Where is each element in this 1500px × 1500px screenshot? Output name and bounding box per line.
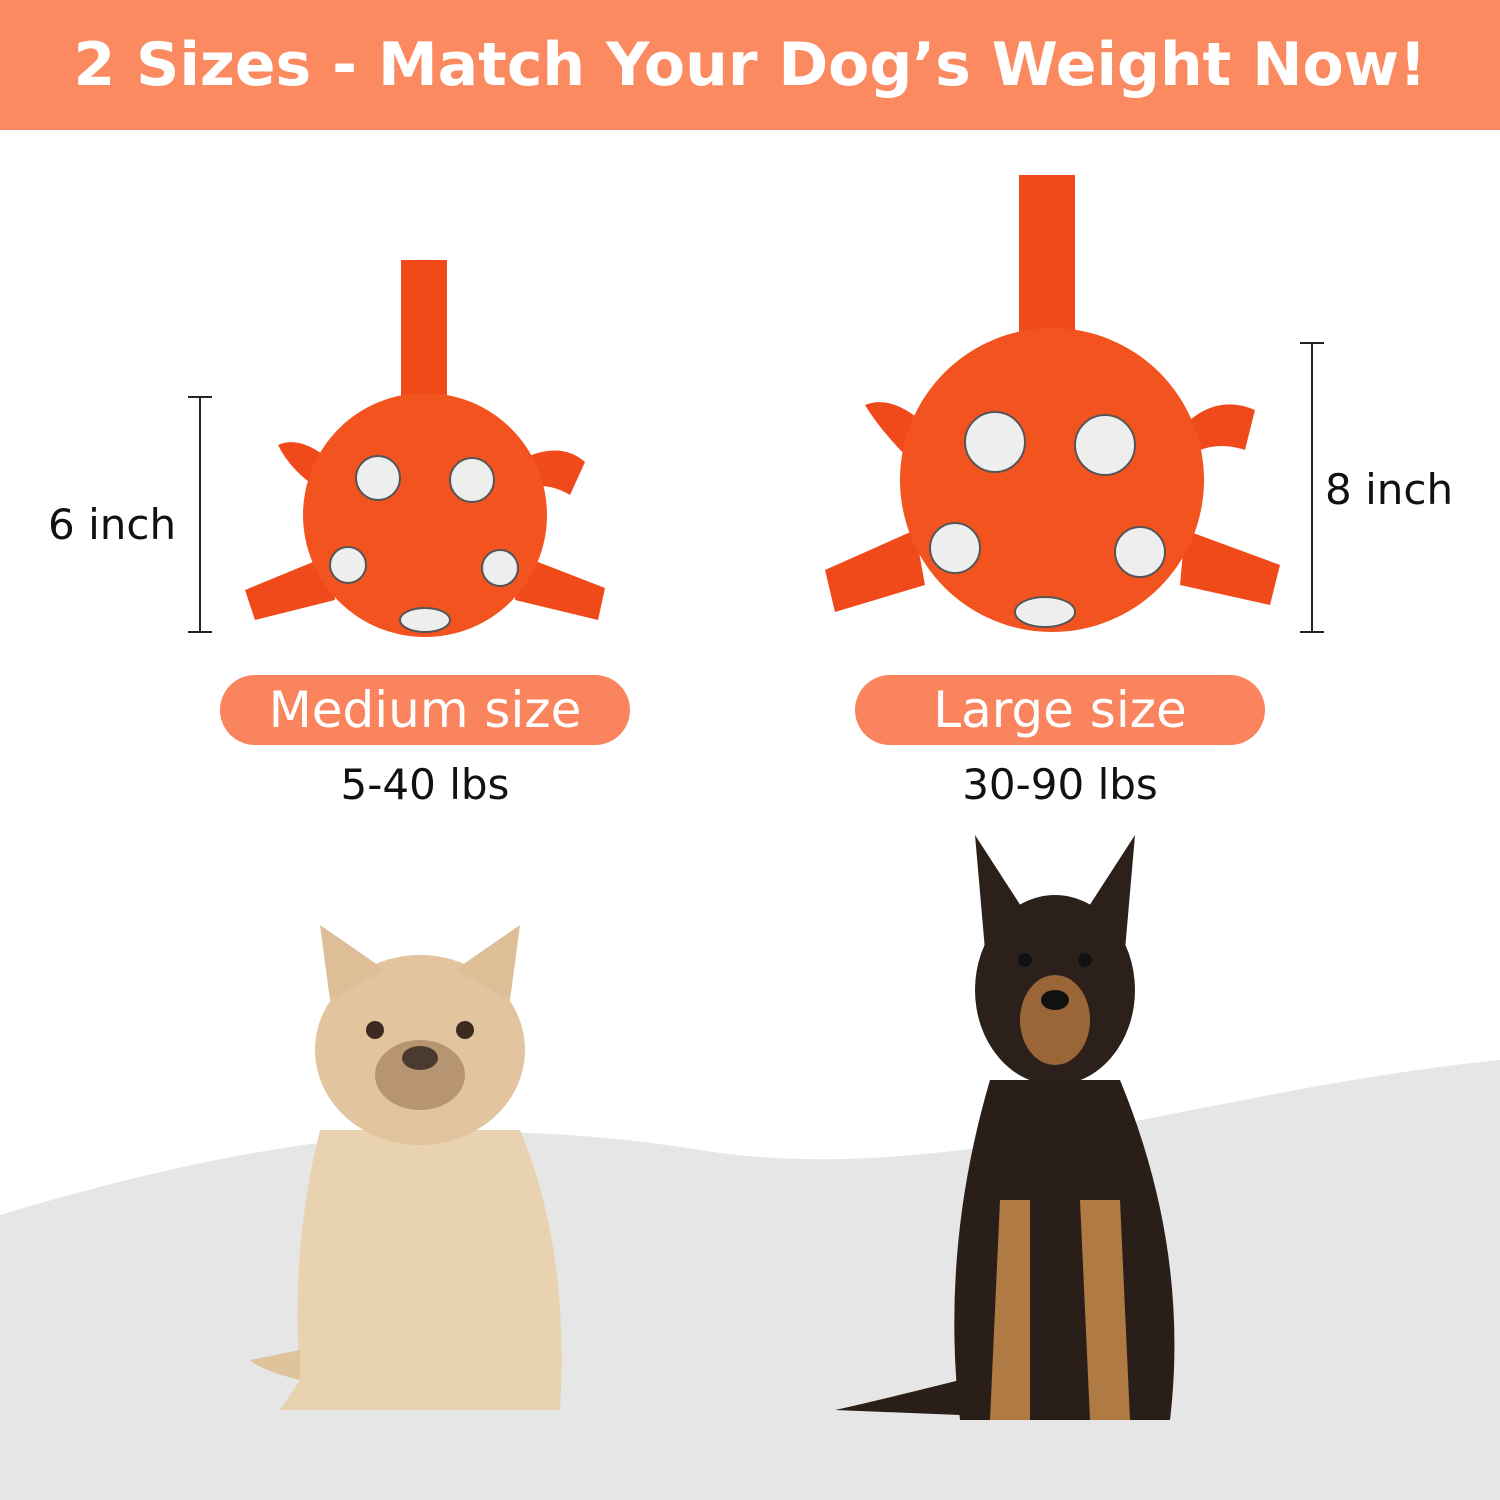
medium-dimension-line — [188, 396, 212, 633]
medium-dimension-label: 6 inch — [48, 500, 177, 549]
page-title: 2 Sizes - Match Your Dog’s Weight Now! — [73, 30, 1427, 100]
medium-weight-range: 5-40 lbs — [340, 760, 510, 809]
medium-size-badge: Medium size — [220, 675, 630, 745]
medium-ball-image — [245, 260, 605, 637]
header-banner: 2 Sizes - Match Your Dog’s Weight Now! — [0, 0, 1500, 130]
large-size-badge: Large size — [855, 675, 1265, 745]
large-weight-range: 30-90 lbs — [962, 760, 1158, 809]
large-dimension-label: 8 inch — [1325, 465, 1454, 514]
large-dimension-line — [1300, 342, 1324, 633]
german-shepherd-image — [835, 835, 1175, 1420]
floor-backdrop — [0, 1060, 1500, 1500]
large-ball-image — [825, 175, 1280, 632]
french-bulldog-image — [250, 925, 562, 1410]
